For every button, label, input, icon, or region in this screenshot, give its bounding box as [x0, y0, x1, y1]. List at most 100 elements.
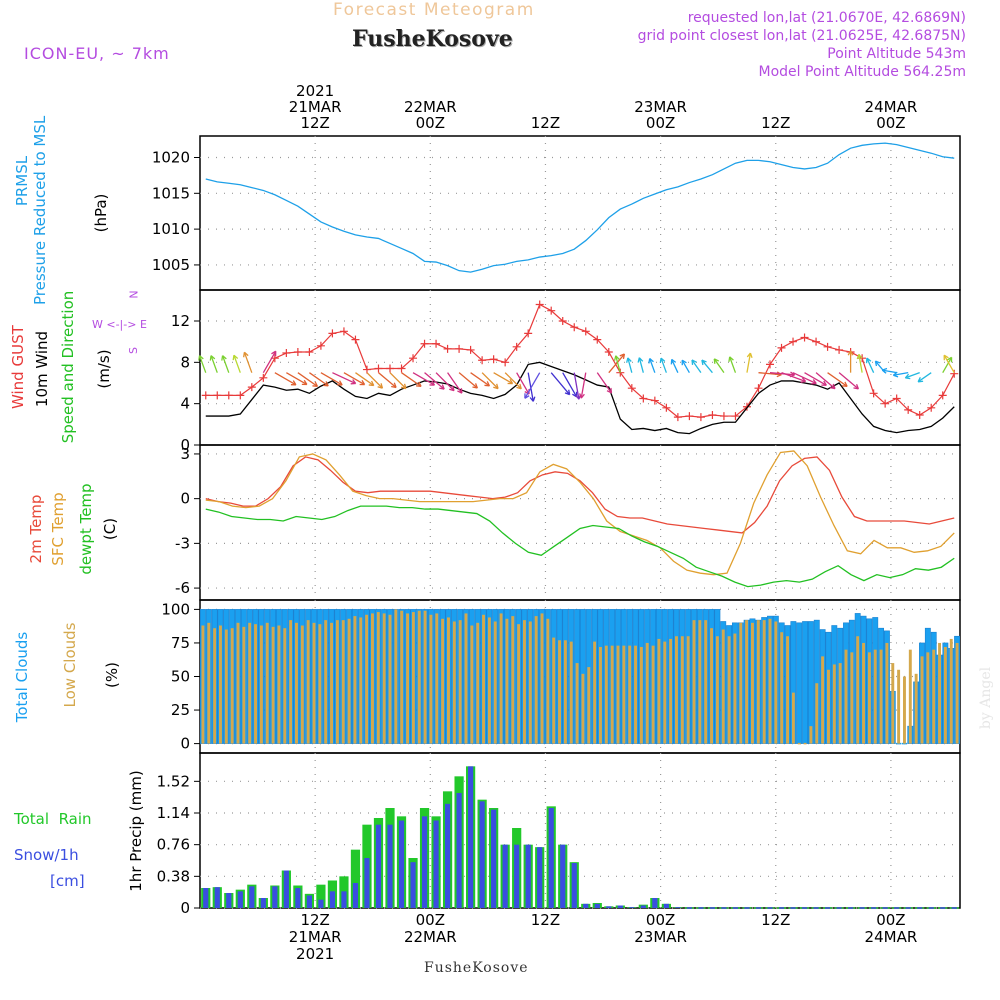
low-cloud-bar — [335, 620, 339, 744]
y-tick-label: 100 — [161, 600, 190, 618]
x-tick-label-bottom: 21MAR — [289, 928, 342, 946]
wind-arrow-head — [728, 356, 734, 362]
gust-point — [535, 300, 544, 309]
low-cloud-bar — [528, 621, 532, 744]
gust-point — [512, 342, 521, 351]
x-tick-label-top: 00Z — [876, 114, 905, 132]
low-cloud-bar — [441, 618, 445, 744]
low-cloud-bar — [832, 664, 836, 744]
low-cloud-bar — [751, 622, 754, 744]
low-cloud-bar — [353, 616, 357, 744]
snow-bar — [537, 847, 543, 908]
low-cloud-bar — [330, 622, 333, 744]
low-cloud-bar — [563, 640, 567, 744]
gust-point — [443, 344, 452, 353]
gust-point — [639, 394, 648, 403]
x-tick-label-top: 12Z — [531, 114, 560, 132]
gust-point — [409, 354, 418, 363]
wind-arrow — [627, 357, 633, 373]
wind-arrow — [412, 372, 435, 386]
snow-bar — [433, 820, 439, 908]
snow-bar — [306, 895, 312, 908]
snow-bar — [249, 886, 255, 908]
y-tick-label: 0 — [180, 490, 190, 508]
wind-arrow — [638, 357, 644, 373]
x-tick-label-bottom: 00Z — [646, 911, 675, 929]
gust-point — [570, 323, 579, 332]
pressure-label-3: (hPa) — [92, 193, 110, 233]
snow-bar — [617, 905, 623, 908]
wind-arrow — [274, 372, 297, 386]
low-cloud-bar — [879, 649, 883, 744]
low-cloud-bar — [903, 676, 906, 744]
wind-arrow — [221, 355, 230, 373]
low-cloud-bar — [599, 646, 602, 744]
low-cloud-bar — [283, 628, 287, 744]
wind-arrow — [343, 372, 365, 386]
wind-arrow — [769, 372, 795, 376]
precip-unit-label: 1hr Precip (mm) — [127, 770, 145, 892]
snow-bar — [421, 816, 428, 908]
wind-arrow-head — [648, 358, 654, 364]
wind-arrow-head — [943, 354, 949, 361]
low-cloud-bar — [593, 641, 597, 744]
low-cloud-bar — [733, 633, 737, 744]
gust-point — [420, 339, 429, 348]
snow-bar — [341, 891, 347, 908]
gust-point — [904, 405, 913, 414]
wind-arrow-head — [626, 357, 632, 363]
low-cloud-bar — [458, 620, 462, 744]
gust-point — [869, 389, 878, 398]
x-tick-label-top: 21MAR — [289, 98, 342, 116]
wind-arrow-head — [290, 380, 297, 386]
panel-frame — [199, 289, 961, 446]
gust-point — [213, 391, 222, 400]
low-cloud-bar — [838, 663, 842, 744]
x-tick-label-bottom: 12Z — [531, 911, 560, 929]
gust-point — [501, 358, 510, 367]
wind-arrow-head — [691, 359, 697, 365]
x-tick-label-bottom: 12Z — [761, 911, 790, 929]
low-cloud-bar — [809, 726, 813, 744]
wind-arrow — [615, 355, 621, 373]
wind-arrow — [389, 372, 407, 390]
panel-frame — [199, 444, 961, 601]
gust-point — [938, 391, 947, 400]
dewpt-label: dewpt Temp — [77, 483, 95, 575]
wind-arrow-head — [377, 383, 384, 389]
snow-bar — [410, 862, 416, 908]
snow-bar — [479, 801, 485, 908]
x-tick-label-bottom: 00Z — [876, 911, 905, 929]
wind-arrow — [671, 359, 679, 373]
low-cloud-bar — [324, 620, 328, 744]
low-cloud-bar — [657, 638, 661, 744]
wind-arrow-head — [619, 353, 626, 360]
wind-arrow — [580, 372, 587, 399]
low-cloud-bar — [411, 612, 415, 744]
low-cloud-bar — [914, 673, 918, 744]
wind-arrow — [286, 372, 308, 386]
low-cloud-bar — [715, 636, 719, 744]
gust-point — [455, 344, 464, 353]
low-cloud-bar — [639, 646, 643, 744]
wind-arrow-head — [892, 371, 899, 378]
low-cloud-bar — [277, 625, 281, 744]
low-cloud-bar — [821, 656, 825, 744]
low-cloud-bar — [651, 645, 655, 744]
wind-dir-label: Speed and Direction — [59, 290, 77, 444]
low-cloud-bar — [394, 609, 398, 744]
gust-point — [339, 327, 348, 336]
gust-point — [731, 412, 740, 421]
low-cloud-bar — [955, 642, 959, 744]
y-tick-label: -3 — [175, 534, 190, 552]
wind-arrow — [424, 372, 445, 390]
low-cloud-bar — [587, 667, 591, 744]
wind-arrow — [573, 372, 580, 400]
gust-point — [524, 329, 533, 338]
low-cloud-bar — [844, 649, 848, 744]
snow-bar — [548, 808, 554, 908]
rain-bar — [350, 849, 361, 908]
low-cloud-bar — [271, 626, 275, 744]
gust-point — [558, 317, 567, 325]
total-cloud-bar — [796, 622, 803, 744]
